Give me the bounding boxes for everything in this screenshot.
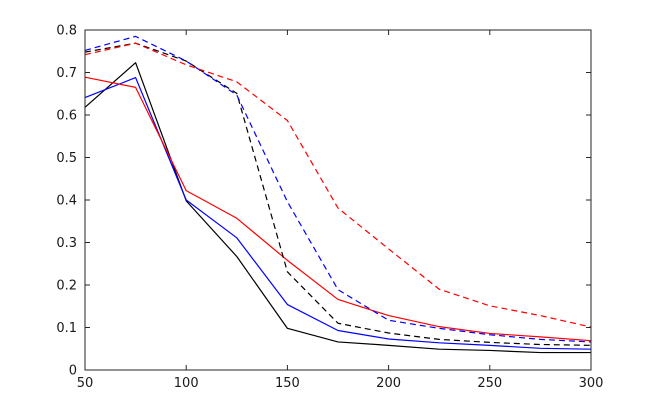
series-layer	[84, 35, 592, 354]
series-line-3-solid	[84, 76, 592, 342]
y-tick-label: 0.4	[56, 194, 77, 209]
x-tick-label: 150	[275, 376, 300, 391]
tick-layer: 50 100 150 200 250 300 0 0.1 0.2 0.3 0.4 0.5 0.6 0.7 0…	[56, 24, 603, 392]
x-tick-label: 100	[174, 376, 199, 391]
y-tick-label: 0.6	[56, 109, 77, 124]
y-tick-label: 0.1	[56, 321, 77, 336]
x-tick-label: 200	[376, 376, 401, 391]
y-tick-label: 0.8	[56, 24, 77, 39]
axes-layer	[84, 29, 592, 371]
y-tick-label: 0.2	[56, 279, 77, 294]
series-line-4-dashed	[84, 42, 592, 346]
series-line-6-dashed	[84, 42, 592, 328]
x-tick-label: 50	[77, 376, 94, 391]
y-tick-label: 0.5	[56, 151, 77, 166]
x-tick-label: 300	[579, 376, 604, 391]
plot-area	[85, 30, 591, 370]
series-line-2-solid	[84, 76, 592, 350]
y-tick-label: 0.7	[56, 66, 77, 81]
y-tick-label: 0.3	[56, 236, 77, 251]
x-tick-label: 250	[477, 376, 502, 391]
y-tick-label: 0	[69, 364, 77, 379]
series-line-1-solid	[84, 62, 591, 354]
series-line-5-dashed	[84, 35, 592, 343]
plot-background	[85, 30, 591, 370]
